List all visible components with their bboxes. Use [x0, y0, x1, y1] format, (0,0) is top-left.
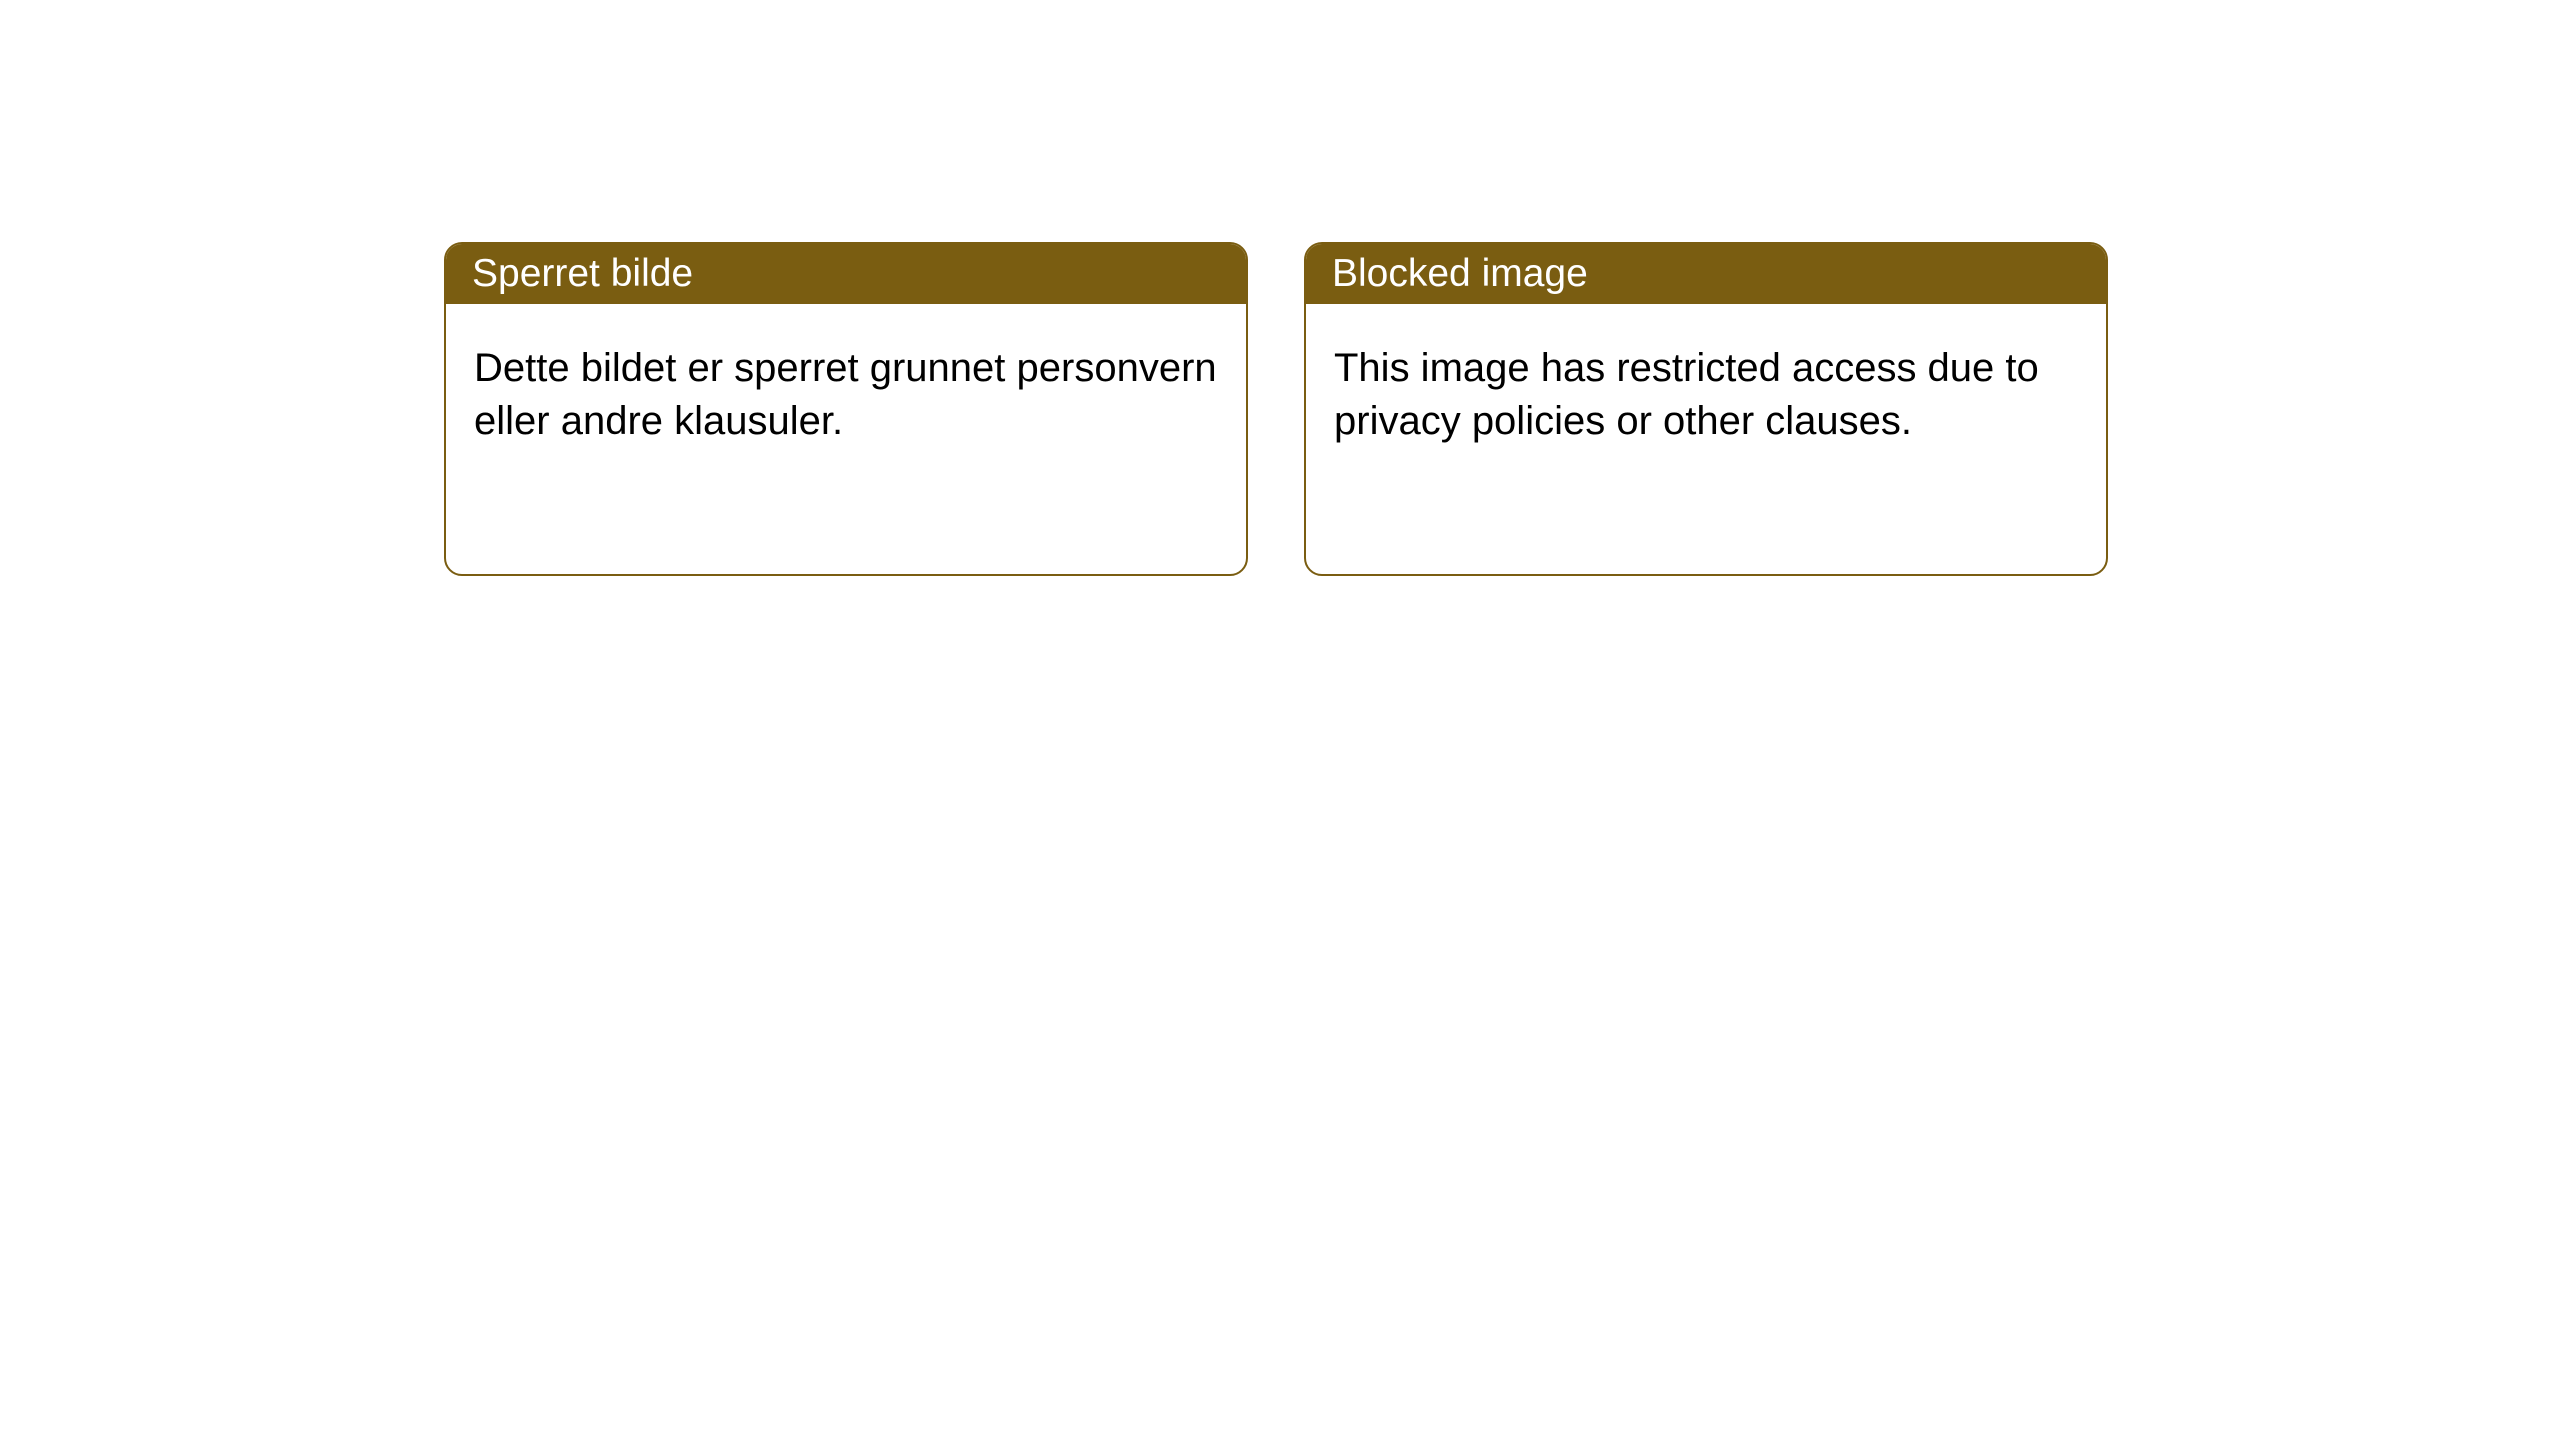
notice-container: Sperret bilde Dette bildet er sperret gr…	[0, 0, 2560, 576]
notice-title-nb: Sperret bilde	[472, 252, 693, 296]
notice-body-nb: Dette bildet er sperret grunnet personve…	[446, 304, 1246, 486]
notice-box-nb: Sperret bilde Dette bildet er sperret gr…	[444, 242, 1248, 576]
notice-body-text-nb: Dette bildet er sperret grunnet personve…	[474, 346, 1217, 443]
notice-header-en: Blocked image	[1306, 244, 2106, 304]
notice-title-en: Blocked image	[1332, 252, 1588, 296]
notice-body-en: This image has restricted access due to …	[1306, 304, 2106, 486]
notice-header-nb: Sperret bilde	[446, 244, 1246, 304]
notice-box-en: Blocked image This image has restricted …	[1304, 242, 2108, 576]
notice-body-text-en: This image has restricted access due to …	[1334, 346, 2039, 443]
